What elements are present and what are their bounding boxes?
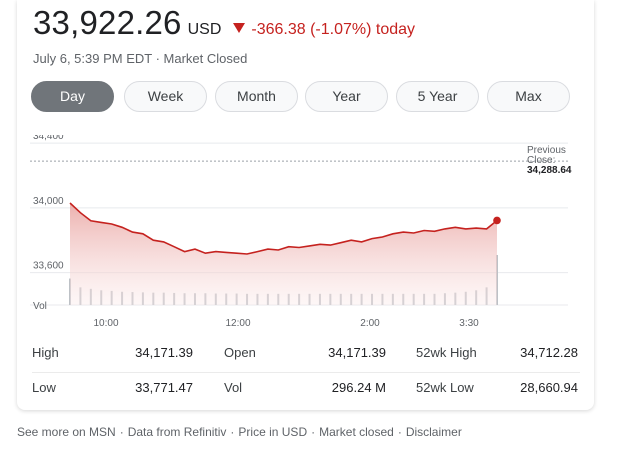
price-change: -366.38 (-1.07%) today <box>233 21 415 38</box>
stat-label-open: Open <box>224 345 256 360</box>
down-arrow-icon <box>233 23 246 33</box>
y-axis-labels: 34,400 34,000 33,600 Vol <box>33 135 64 312</box>
tab-year[interactable]: Year <box>305 81 388 112</box>
footer-link-disclaimer[interactable]: Disclaimer <box>405 425 462 439</box>
price-area <box>69 202 501 305</box>
price-chart[interactable]: 34,400 34,000 33,600 Vol PreviousClose:34,2… <box>0 135 633 335</box>
price-area-fill <box>70 203 497 305</box>
currency: USD <box>187 21 222 38</box>
stats-row: Low 33,771.47 Vol 296.24 M 52wk Low 28,6… <box>32 373 580 407</box>
y-tick-label: 34,400 <box>33 135 64 142</box>
stat-value-52wk-high: 34,712.28 <box>520 345 578 360</box>
x-tick-label: 3:30 <box>459 318 479 329</box>
current-price: 33,922.26 <box>33 4 182 41</box>
tab-week[interactable]: Week <box>124 81 207 112</box>
stat-value-vol: 296.24 M <box>331 380 386 395</box>
footer-market-status: Market closed <box>319 425 394 439</box>
tab-5-year[interactable]: 5 Year <box>396 81 479 112</box>
footer-currency-note: Price in USD <box>238 425 308 439</box>
stock-card <box>17 0 594 410</box>
previous-close-label: Previous <box>527 145 566 156</box>
stats-row: High 34,171.39 Open 34,171.39 52wk High … <box>32 338 580 373</box>
market-status: Market Closed <box>163 51 248 66</box>
price-line <box>69 202 498 255</box>
market-status-line: July 6, 5:39 PM EDT · Market Closed <box>33 51 248 66</box>
stat-label-high: High <box>32 345 59 360</box>
volume-label: Vol <box>33 301 47 312</box>
stat-value-52wk-low: 28,660.94 <box>520 380 578 395</box>
stat-label-52wk-low: 52wk Low <box>416 380 474 395</box>
stat-label-low: Low <box>32 380 56 395</box>
tab-month[interactable]: Month <box>215 81 298 112</box>
footer-link-msn[interactable]: See more on MSN <box>17 425 116 439</box>
stat-value-high: 34,171.39 <box>135 345 193 360</box>
stat-value-low: 33,771.47 <box>135 380 193 395</box>
timestamp: July 6, 5:39 PM EDT <box>33 51 152 66</box>
x-tick-label: 12:00 <box>225 318 250 329</box>
stat-value-open: 34,171.39 <box>328 345 386 360</box>
last-price-dot <box>493 216 501 225</box>
x-tick-label: 2:00 <box>360 318 380 329</box>
tab-max[interactable]: Max <box>487 81 570 112</box>
x-axis-labels: 10:00 12:00 2:00 3:30 <box>93 318 479 329</box>
stat-label-52wk-high: 52wk High <box>416 345 477 360</box>
footer-link-refinitiv[interactable]: Data from Refinitiv <box>127 425 227 439</box>
previous-close-value: 34,288.64 <box>527 165 572 176</box>
y-tick-label: 33,600 <box>33 261 64 272</box>
stat-label-vol: Vol <box>224 380 243 395</box>
y-tick-label: 34,000 <box>33 196 64 207</box>
stats-table: High 34,171.39 Open 34,171.39 52wk High … <box>32 338 580 407</box>
x-tick-label: 10:00 <box>93 318 118 329</box>
tab-day[interactable]: Day <box>31 81 114 112</box>
previous-close-label: Close: <box>527 155 555 166</box>
footer-links: See more on MSN · Data from Refinitiv · Pric… <box>17 425 462 439</box>
price-change-text: -366.38 (-1.07%) today <box>251 21 416 38</box>
price-header: 33,922.26 USD -366.38 (-1.07%) today <box>33 4 415 44</box>
